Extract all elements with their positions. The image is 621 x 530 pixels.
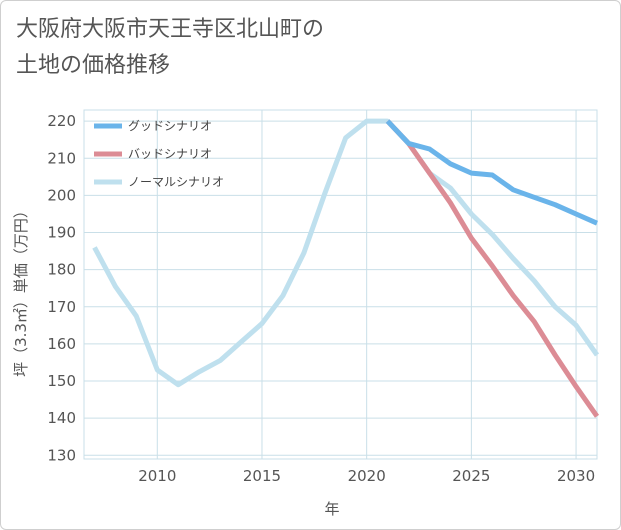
x-tick-label: 2015 — [243, 467, 281, 485]
series-line-2 — [92, 118, 600, 388]
series-line-0 — [385, 119, 599, 226]
x-tick-label: 2025 — [452, 467, 490, 485]
x-tick-label: 2010 — [138, 467, 176, 485]
chart-title: 大阪府大阪市天王寺区北山町の 土地の価格推移 — [16, 12, 324, 84]
x-tick-label: 2030 — [557, 467, 595, 485]
y-tick-label: 140 — [47, 409, 76, 427]
x-axis-label: 年 — [324, 500, 339, 518]
x-tick-label: 2020 — [348, 467, 386, 485]
y-tick-label: 190 — [47, 224, 76, 242]
y-tick-label: 130 — [47, 446, 76, 464]
y-tick-label: 210 — [47, 149, 76, 167]
grid — [83, 109, 598, 460]
y-tick-label: 200 — [47, 186, 76, 204]
plot-area-border — [83, 109, 598, 460]
chart-title-line-2: 土地の価格推移 — [16, 53, 171, 78]
y-axis-label: 坪（3.3㎡）単価（万円） — [12, 203, 30, 377]
y-axis-ticks: 130 140 150 160 170 180 190 200 210 220 — [47, 112, 76, 464]
x-axis-ticks: 2010 2015 2020 2025 2030 — [138, 467, 595, 485]
y-tick-label: 180 — [47, 261, 76, 279]
legend-label-2: ノーマルシナリオ — [128, 175, 224, 189]
y-tick-label: 170 — [47, 298, 76, 316]
legend-label-1: バッドシナリオ — [128, 147, 212, 161]
series-lines — [92, 118, 600, 418]
y-tick-label: 220 — [47, 112, 76, 130]
series-line-1 — [385, 119, 600, 418]
legend-label-0: グッドシナリオ — [128, 119, 212, 133]
chart-title-line-1: 大阪府大阪市天王寺区北山町の — [16, 17, 325, 42]
y-tick-label: 160 — [47, 335, 76, 353]
y-tick-label: 150 — [47, 372, 76, 390]
